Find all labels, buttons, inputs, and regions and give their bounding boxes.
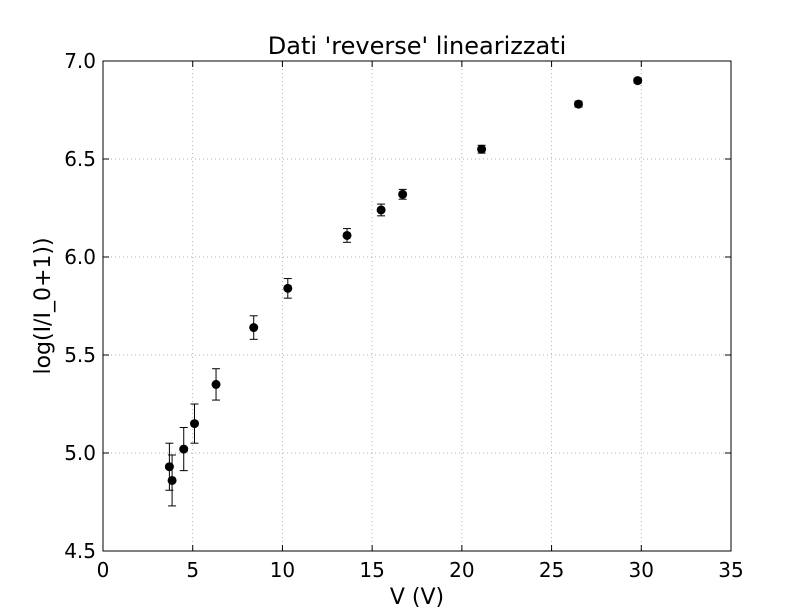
x-tick-label: 5 [186,558,199,582]
error-bar-layer [165,77,642,507]
y-tick-label: 7.0 [64,49,96,73]
plot-frame [102,60,732,552]
y-tick-label: 5.5 [64,343,96,367]
y-tick-label: 4.5 [64,539,96,563]
data-point [249,323,259,333]
x-tick-label: 15 [359,558,384,582]
tick-layer [102,60,732,552]
x-tick-label-layer: 0 5 10 15 20 25 30 35 [97,558,744,582]
x-axis-label: V (V) [390,585,444,610]
x-tick-label: 10 [270,558,295,582]
x-tick-label: 0 [97,558,110,582]
y-tick-label: 6.0 [64,245,96,269]
data-point-layer [164,76,643,485]
data-point [573,99,583,109]
data-point [283,283,293,293]
data-point [633,76,643,86]
data-point [190,419,200,429]
data-point [342,230,352,240]
data-point [477,144,487,154]
y-tick-label-layer: 4.5 5.0 5.5 6.0 6.5 7.0 [64,49,96,563]
data-point [164,462,174,472]
data-point [179,444,189,454]
y-axis-label: log(I/I_0+1)) [31,237,56,374]
x-tick-label: 25 [539,558,564,582]
y-tick-label: 6.5 [64,147,96,171]
grid-layer [103,61,731,551]
data-point [211,379,221,389]
chart-title: Dati 'reverse' linearizzati [268,32,566,60]
data-point [376,205,386,215]
data-point [398,189,408,199]
x-tick-label: 20 [449,558,474,582]
x-tick-label: 30 [629,558,654,582]
y-tick-label: 5.0 [64,441,96,465]
x-tick-label: 35 [718,558,743,582]
data-point [167,475,177,485]
